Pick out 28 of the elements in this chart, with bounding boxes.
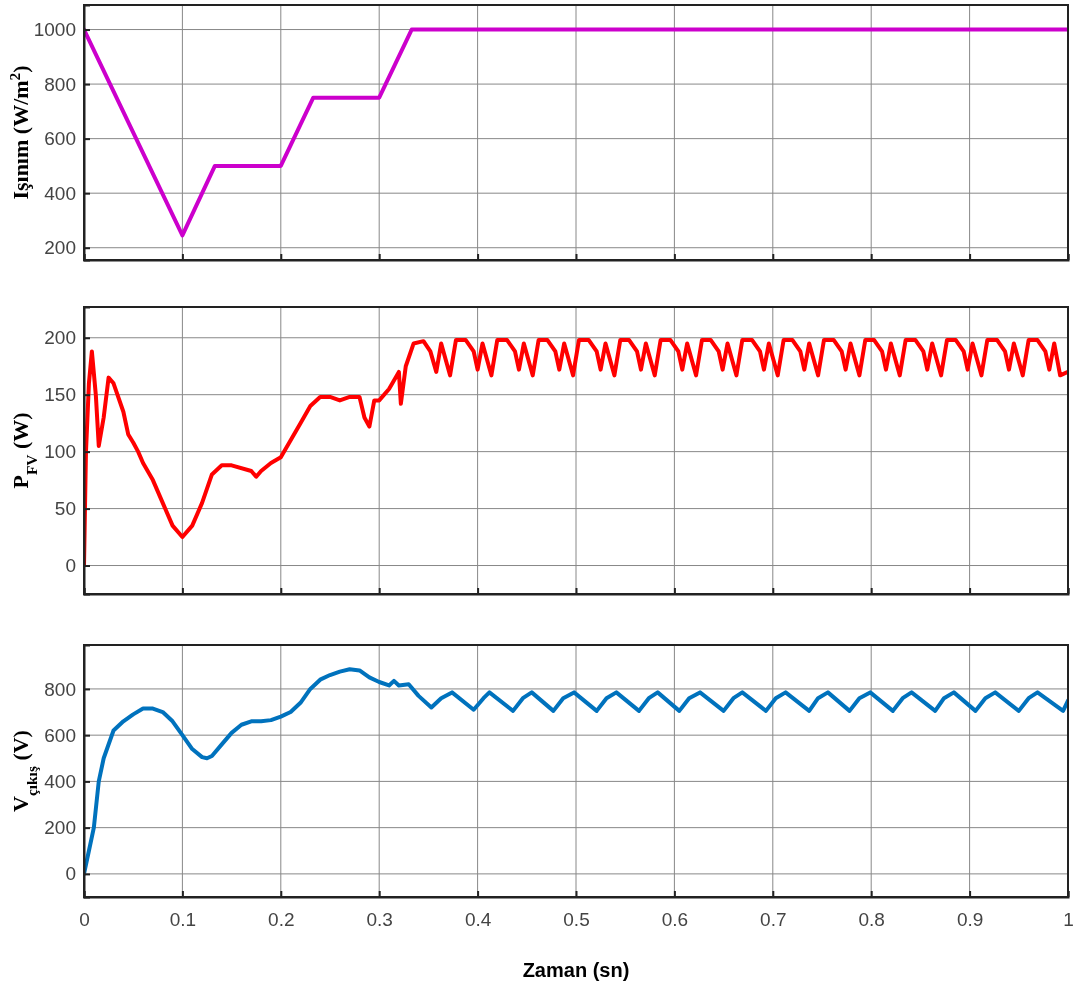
y-tick-label: 0 [65, 863, 76, 885]
y-tick-label: 200 [44, 817, 76, 839]
y-tick-label: 800 [44, 678, 76, 700]
y-tick-label: 400 [44, 770, 76, 792]
y-tick-label: 50 [54, 498, 76, 520]
y-tick-label: 100 [44, 441, 76, 463]
y-tick-label: 600 [44, 724, 76, 746]
y-tick-label: 800 [44, 73, 76, 95]
x-tick-label: 0.7 [760, 909, 787, 931]
x-axis-title: Zaman (sn) [522, 959, 630, 981]
line-series [84, 27, 1068, 238]
y-tick-label: 200 [44, 237, 76, 259]
y-tick-label: 0 [65, 555, 76, 577]
x-tick-label: 0.4 [464, 909, 492, 931]
y-tick-label: 1000 [33, 19, 76, 41]
y-tick-label: 400 [44, 182, 76, 204]
x-tick-label: 0.6 [661, 909, 689, 931]
y-tick-label: 200 [44, 327, 76, 349]
x-tick-label: 0 [79, 909, 90, 931]
x-tick-label: 0.8 [858, 909, 885, 931]
x-tick-label: 1 [1063, 909, 1074, 931]
x-tick-label: 0.3 [366, 909, 393, 931]
y-tick-label: 600 [44, 128, 76, 150]
x-tick-label: 0.1 [169, 909, 197, 931]
x-tick-label: 0.5 [563, 909, 590, 931]
x-tick-label: 0.9 [956, 909, 984, 931]
y-tick-label: 150 [44, 384, 76, 406]
x-tick-label: 0.2 [268, 909, 295, 931]
